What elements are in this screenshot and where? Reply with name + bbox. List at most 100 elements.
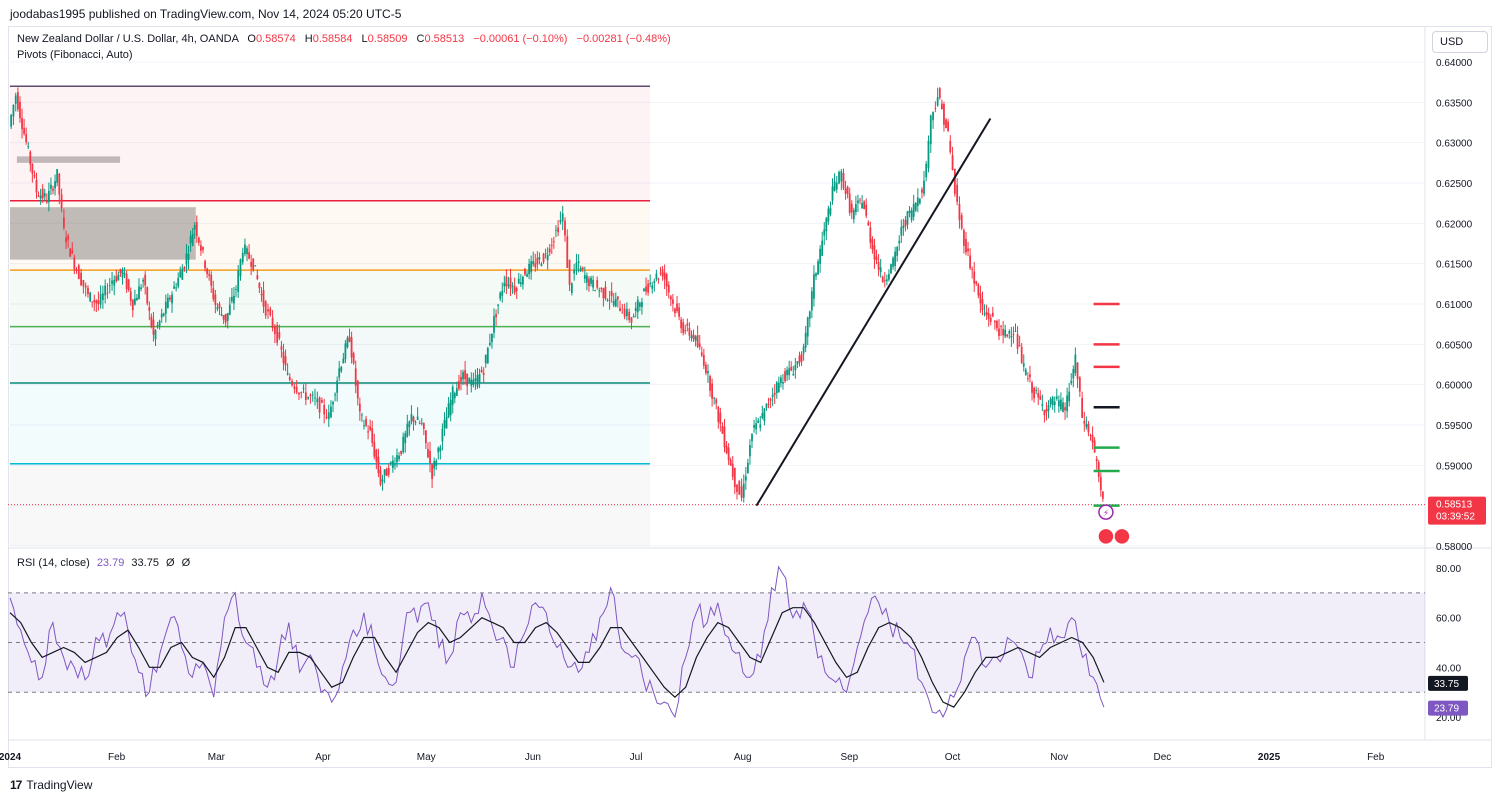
- candle[interactable]: [336, 380, 339, 393]
- candle[interactable]: [295, 386, 298, 393]
- candle[interactable]: [433, 461, 436, 469]
- candle[interactable]: [632, 316, 635, 318]
- candle[interactable]: [688, 327, 691, 336]
- candle[interactable]: [910, 210, 913, 221]
- candle[interactable]: [996, 320, 998, 329]
- candle[interactable]: [179, 271, 182, 278]
- candle[interactable]: [108, 285, 111, 287]
- candle[interactable]: [965, 238, 967, 253]
- candle[interactable]: [711, 383, 714, 399]
- candle[interactable]: [350, 337, 353, 358]
- candle[interactable]: [981, 299, 984, 311]
- candle[interactable]: [960, 215, 963, 229]
- candle[interactable]: [738, 480, 741, 495]
- candle[interactable]: [949, 140, 952, 153]
- candle[interactable]: [838, 171, 840, 184]
- candle[interactable]: [894, 251, 897, 266]
- candle[interactable]: [857, 200, 859, 204]
- candle[interactable]: [623, 308, 626, 317]
- candle[interactable]: [239, 259, 242, 277]
- candle[interactable]: [501, 290, 504, 296]
- candle[interactable]: [484, 354, 487, 364]
- candle[interactable]: [346, 337, 349, 348]
- candle[interactable]: [47, 190, 50, 203]
- candle[interactable]: [39, 195, 42, 199]
- candle[interactable]: [389, 462, 392, 463]
- candle[interactable]: [751, 434, 753, 442]
- candle[interactable]: [674, 308, 676, 314]
- candle[interactable]: [852, 210, 855, 220]
- candle[interactable]: [534, 263, 537, 268]
- candle[interactable]: [394, 464, 396, 466]
- candle[interactable]: [269, 308, 272, 316]
- candle[interactable]: [1047, 405, 1050, 411]
- candle[interactable]: [918, 199, 921, 204]
- candle[interactable]: [925, 163, 928, 178]
- candle[interactable]: [447, 403, 450, 418]
- candle[interactable]: [690, 335, 693, 339]
- candle[interactable]: [517, 278, 520, 284]
- candle[interactable]: [686, 323, 689, 326]
- candle[interactable]: [1068, 391, 1071, 402]
- candle[interactable]: [1078, 377, 1081, 392]
- candle[interactable]: [977, 284, 980, 296]
- candle[interactable]: [566, 236, 569, 268]
- candle[interactable]: [1016, 334, 1019, 349]
- candle[interactable]: [104, 285, 107, 296]
- candle[interactable]: [73, 257, 76, 270]
- candle[interactable]: [288, 376, 291, 381]
- candle[interactable]: [82, 280, 85, 287]
- candle[interactable]: [958, 204, 961, 220]
- candle[interactable]: [309, 394, 312, 397]
- candle[interactable]: [191, 233, 194, 246]
- candle[interactable]: [522, 277, 524, 285]
- candle[interactable]: [478, 373, 481, 383]
- candle[interactable]: [400, 450, 403, 454]
- candle[interactable]: [486, 347, 489, 364]
- candle[interactable]: [260, 293, 263, 296]
- candle[interactable]: [1081, 397, 1084, 418]
- candle[interactable]: [340, 366, 343, 372]
- candle[interactable]: [25, 134, 28, 143]
- candle[interactable]: [1012, 334, 1015, 336]
- rsi-legend[interactable]: RSI (14, close) 23.79 33.75 Ø Ø: [17, 557, 190, 569]
- candle[interactable]: [435, 460, 438, 466]
- candle[interactable]: [973, 271, 976, 284]
- candle[interactable]: [404, 433, 407, 444]
- candle[interactable]: [846, 186, 849, 194]
- candle[interactable]: [1055, 396, 1058, 399]
- candle[interactable]: [550, 244, 553, 246]
- candle[interactable]: [416, 416, 419, 420]
- candle[interactable]: [561, 213, 564, 222]
- candle[interactable]: [443, 419, 446, 429]
- candle[interactable]: [439, 447, 442, 452]
- candle[interactable]: [987, 313, 990, 319]
- candle[interactable]: [451, 386, 454, 405]
- candle[interactable]: [208, 274, 211, 276]
- candle[interactable]: [271, 317, 274, 329]
- candle[interactable]: [947, 121, 949, 131]
- candle[interactable]: [1091, 435, 1094, 443]
- candle[interactable]: [749, 445, 751, 457]
- candle[interactable]: [804, 332, 807, 348]
- candle[interactable]: [497, 304, 500, 306]
- candle[interactable]: [888, 274, 890, 280]
- candle[interactable]: [667, 284, 670, 293]
- candle[interactable]: [606, 299, 609, 301]
- candle[interactable]: [536, 257, 539, 265]
- candle[interactable]: [429, 450, 431, 464]
- candle[interactable]: [256, 275, 259, 279]
- candle[interactable]: [89, 292, 92, 302]
- candle[interactable]: [1066, 395, 1069, 412]
- candle[interactable]: [790, 366, 793, 371]
- candle[interactable]: [472, 379, 475, 385]
- candle[interactable]: [212, 288, 215, 300]
- candle[interactable]: [250, 261, 253, 267]
- candle[interactable]: [1099, 477, 1102, 491]
- candle[interactable]: [284, 356, 287, 366]
- candle[interactable]: [581, 267, 584, 270]
- candle[interactable]: [302, 388, 305, 390]
- candle[interactable]: [307, 396, 310, 399]
- candle[interactable]: [113, 279, 116, 286]
- candle[interactable]: [71, 250, 74, 253]
